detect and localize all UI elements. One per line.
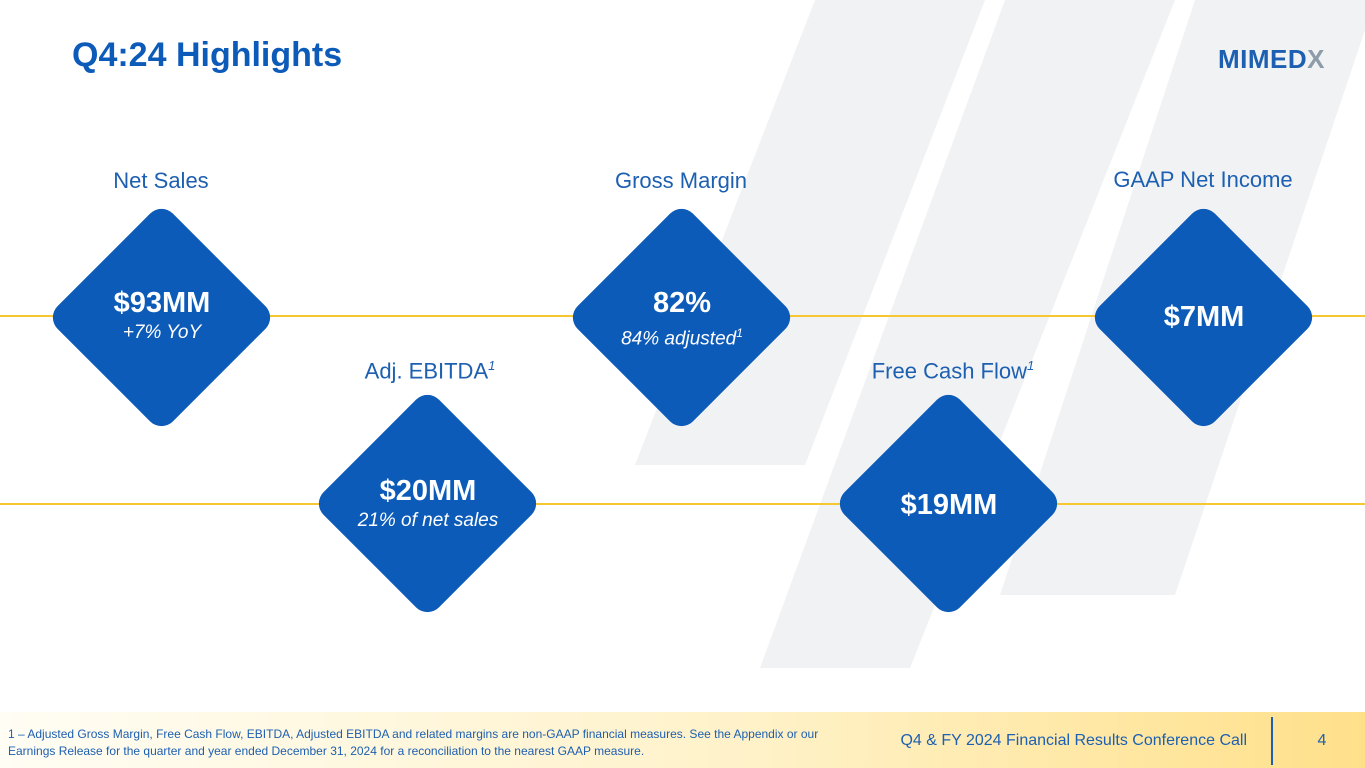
adj-ebitda-value: $20MM [379,475,477,507]
logo-x-mark: X [1307,44,1326,74]
adj-ebitda-values: $20MM 21% of net sales [318,474,538,534]
free-cash-flow-values: $19MM [839,488,1059,522]
mimedx-logo: MIMEDX [1218,44,1325,75]
adj-ebitda-label: Adj. EBITDA1 [364,358,496,384]
free-cash-flow-value: $19MM [900,489,998,521]
gross-margin-label: Gross Margin [614,168,748,193]
footnote: 1 – Adjusted Gross Margin, Free Cash Flo… [8,727,819,758]
net-sales-values: $93MM +7% YoY [52,286,272,346]
net-sales-label: Net Sales [113,168,209,193]
footer-bar: 1 – Adjusted Gross Margin, Free Cash Flo… [0,712,1365,768]
page-number: 4 [1317,732,1327,749]
page-title: Q4:24 Highlights [72,36,343,74]
conference-title: Q4 & FY 2024 Financial Results Conferenc… [900,732,1247,749]
logo-text: MIMED [1218,44,1308,74]
net-sales-growth: +7% YoY [122,322,202,343]
gross-margin-values: 82% 84% adjusted1 [572,286,792,352]
gaap-net-income-value: $7MM [1163,301,1245,333]
net-sales-value: $93MM [113,287,211,319]
gross-margin-value: 82% [652,287,712,319]
footer-divider [1271,717,1273,765]
gaap-net-income-label: GAAP Net Income [1113,167,1293,192]
lower-yellow-line [0,503,1365,505]
gross-margin-adjusted: 84% adjusted1 [621,326,743,350]
gaap-net-income-values: $7MM [1094,300,1314,334]
free-cash-flow-label: Free Cash Flow1 [871,358,1035,384]
adj-ebitda-margin: 21% of net sales [357,510,499,531]
